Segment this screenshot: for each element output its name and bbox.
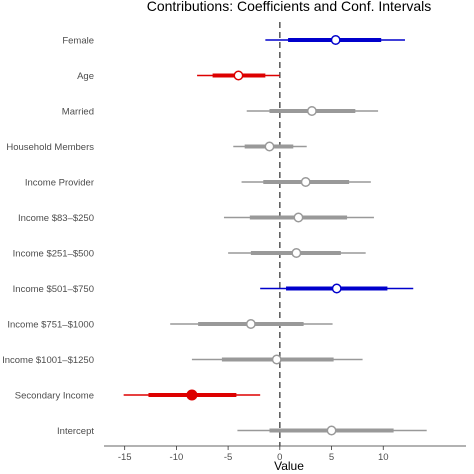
- category-label: Household Members: [6, 142, 94, 153]
- category-label: Income $251–$500: [13, 249, 94, 260]
- category-label: Secondary Income: [15, 391, 94, 402]
- category-label: Female: [62, 36, 94, 47]
- estimate-point: [245, 319, 256, 329]
- estimate-point: [326, 425, 337, 436]
- estimate-point: [300, 177, 311, 187]
- category-label: Income Provider: [25, 178, 94, 189]
- x-tick-label: 10: [378, 452, 389, 463]
- x-tick-label: -15: [118, 452, 132, 463]
- x-tick-label: -5: [224, 452, 232, 463]
- category-label: Income $501–$750: [13, 284, 94, 295]
- estimate-point: [306, 106, 317, 116]
- category-label: Income $83–$250: [18, 213, 94, 224]
- category-label: Income $1001–$1250: [2, 355, 94, 366]
- category-label: Income $751–$1000: [7, 320, 94, 331]
- category-label: Intercept: [57, 426, 94, 437]
- plot-area: -15 -10 -5 0 5 10: [104, 22, 466, 463]
- x-tick-label: 0: [277, 452, 282, 463]
- chart-title: Contributions: Coefficients and Conf. In…: [147, 0, 432, 14]
- estimate-point: [264, 141, 275, 152]
- estimate-point: [293, 212, 304, 223]
- interval-series: [123, 35, 427, 436]
- x-axis-title: Value: [274, 459, 304, 473]
- category-label: Married: [62, 107, 94, 118]
- category-label: Age: [77, 71, 94, 82]
- estimate-point: [330, 35, 341, 45]
- estimate-point: [271, 354, 282, 365]
- x-tick-label: 5: [329, 452, 334, 463]
- estimate-point: [233, 70, 244, 81]
- estimate-point: [331, 283, 342, 294]
- x-tick-label: -10: [170, 452, 184, 463]
- x-axis-ticks: -15 -10 -5 0 5 10: [118, 446, 389, 463]
- estimate-point: [291, 248, 302, 258]
- category-labels: Female Age Married Household Members Income …: [2, 36, 94, 438]
- estimate-point: [186, 389, 198, 401]
